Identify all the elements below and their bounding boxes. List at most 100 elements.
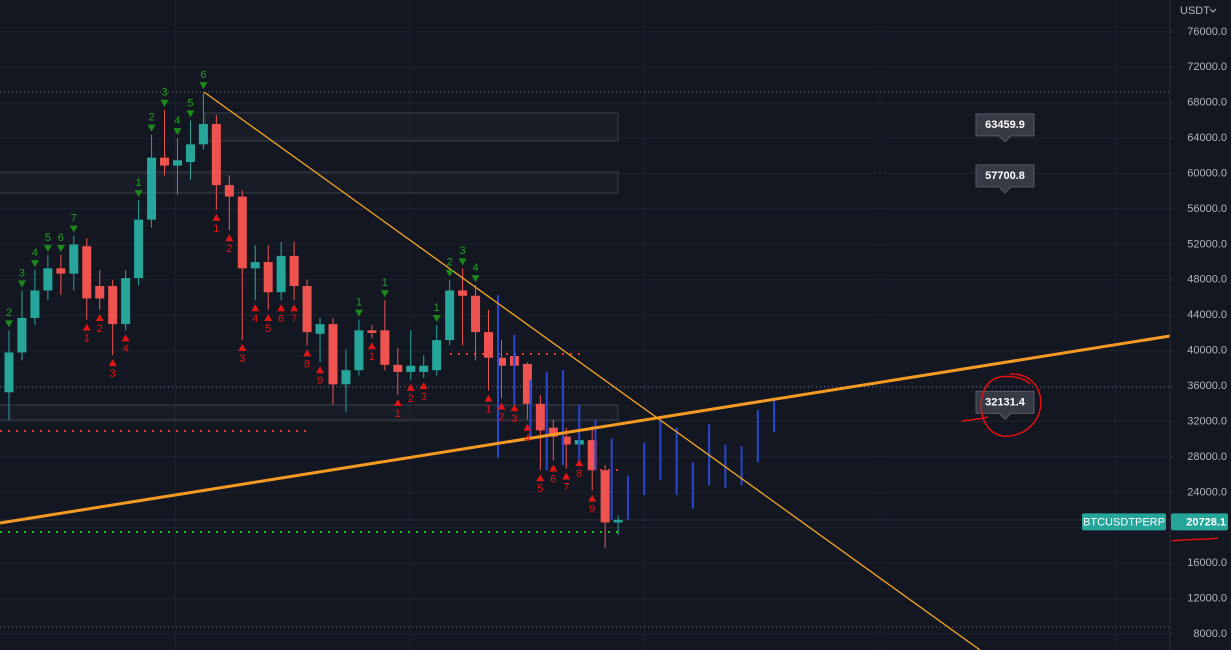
setup-count: 1 bbox=[369, 351, 375, 363]
setup-triangle bbox=[134, 190, 143, 198]
candle-body bbox=[406, 365, 416, 372]
candle-body bbox=[354, 330, 364, 371]
setup-count: 3 bbox=[239, 353, 245, 365]
setup-count: 1 bbox=[136, 177, 142, 189]
zone-box bbox=[0, 171, 619, 194]
marks bbox=[4, 92, 776, 549]
price-callout bbox=[975, 164, 1035, 194]
setup-count: 5 bbox=[537, 483, 543, 495]
last-price-label: 20728.1 bbox=[1186, 516, 1226, 528]
candle-body bbox=[341, 370, 351, 385]
setup-triangle bbox=[484, 394, 493, 402]
candle-body bbox=[82, 246, 92, 299]
setup-count: 2 bbox=[498, 411, 504, 423]
price-callout-label: 32131.4 bbox=[985, 396, 1026, 408]
candle-body bbox=[315, 324, 325, 334]
setup-count: 2 bbox=[447, 257, 453, 269]
underline-mark bbox=[1171, 537, 1219, 542]
candle-body bbox=[56, 268, 66, 274]
setup-count: 6 bbox=[58, 232, 64, 244]
candle-body bbox=[484, 332, 494, 358]
candle-body bbox=[185, 144, 195, 163]
setup-count: 8 bbox=[304, 358, 310, 370]
setup-count: 5 bbox=[265, 323, 271, 335]
candle-body bbox=[69, 244, 79, 274]
candle-body bbox=[263, 262, 273, 293]
setup-count: 6 bbox=[550, 473, 556, 485]
setup-triangle bbox=[445, 269, 454, 277]
setup-count: 4 bbox=[32, 247, 38, 259]
candle-body bbox=[250, 262, 260, 269]
setup-count: 1 bbox=[434, 302, 440, 314]
y-tick-label: 72000.0 bbox=[1187, 61, 1227, 73]
setup-count: 2 bbox=[6, 307, 12, 319]
setup-count: 4 bbox=[524, 433, 530, 445]
y-tick-label: 32000.0 bbox=[1187, 415, 1227, 427]
setup-count: 4 bbox=[252, 313, 258, 325]
symbol-label: BTCUSDTPERP bbox=[1083, 516, 1165, 528]
setup-triangle bbox=[186, 110, 195, 118]
candle-body bbox=[522, 363, 532, 404]
setup-triangle bbox=[212, 213, 221, 221]
setup-count: 3 bbox=[511, 413, 517, 425]
setup-count: 1 bbox=[356, 297, 362, 309]
setup-triangle bbox=[82, 323, 91, 331]
price-callout-label: 63459.9 bbox=[985, 119, 1025, 131]
setup-triangle bbox=[471, 275, 480, 283]
candle-body bbox=[30, 290, 40, 318]
setup-count: 1 bbox=[395, 408, 401, 420]
circle-mark bbox=[980, 373, 1042, 437]
candle-body bbox=[393, 364, 403, 372]
candle-body bbox=[108, 286, 118, 325]
y-tick-label: 56000.0 bbox=[1187, 203, 1227, 215]
setup-triangle bbox=[238, 344, 247, 352]
setup-count: 3 bbox=[19, 267, 25, 279]
setup-count: 2 bbox=[408, 393, 414, 405]
setup-count: 6 bbox=[278, 313, 284, 325]
setup-triangle bbox=[432, 315, 441, 322]
setup-triangle bbox=[303, 349, 312, 357]
setup-triangle bbox=[575, 459, 584, 467]
setup-count: 2 bbox=[97, 323, 103, 335]
y-tick-label: 36000.0 bbox=[1187, 380, 1227, 392]
candle-body bbox=[17, 317, 27, 353]
candle-body bbox=[613, 519, 623, 523]
y-tick-label: 52000.0 bbox=[1187, 238, 1227, 250]
y-tick-label: 24000.0 bbox=[1187, 486, 1227, 498]
currency-chevron bbox=[1209, 8, 1217, 13]
setup-triangle bbox=[43, 245, 52, 253]
candle-body bbox=[237, 196, 247, 269]
candle-body bbox=[276, 255, 286, 293]
candle-body bbox=[198, 123, 208, 145]
candle-body bbox=[147, 157, 157, 220]
setup-triangle bbox=[588, 494, 597, 502]
last-price-tag bbox=[1171, 513, 1228, 531]
candle-body bbox=[419, 365, 429, 372]
setup-count: 7 bbox=[563, 481, 569, 493]
candle-body bbox=[211, 123, 221, 186]
setup-triangle bbox=[251, 304, 260, 312]
setup-triangle bbox=[354, 309, 363, 317]
candle-body bbox=[535, 403, 545, 431]
y-tick-label: 64000.0 bbox=[1187, 132, 1227, 144]
candle-body bbox=[172, 160, 182, 166]
setup-count: 7 bbox=[291, 313, 297, 325]
setup-triangle bbox=[549, 464, 558, 472]
setup-count: 5 bbox=[187, 97, 193, 109]
y-axis: 8000.012000.016000.020000.024000.028000.… bbox=[1082, 26, 1228, 640]
setup-count: 2 bbox=[148, 112, 154, 124]
setup-triangle bbox=[160, 99, 169, 107]
y-tick-label: 40000.0 bbox=[1187, 345, 1227, 357]
setup-triangle bbox=[264, 313, 273, 321]
candle-body bbox=[302, 286, 312, 333]
y-tick-label: 48000.0 bbox=[1187, 274, 1227, 286]
setup-triangle bbox=[95, 313, 104, 321]
candle-body bbox=[458, 290, 468, 296]
setup-count: 1 bbox=[213, 223, 219, 235]
setup-triangle bbox=[108, 359, 117, 367]
currency: USDT bbox=[1180, 5, 1210, 17]
setup-triangle bbox=[56, 245, 65, 253]
